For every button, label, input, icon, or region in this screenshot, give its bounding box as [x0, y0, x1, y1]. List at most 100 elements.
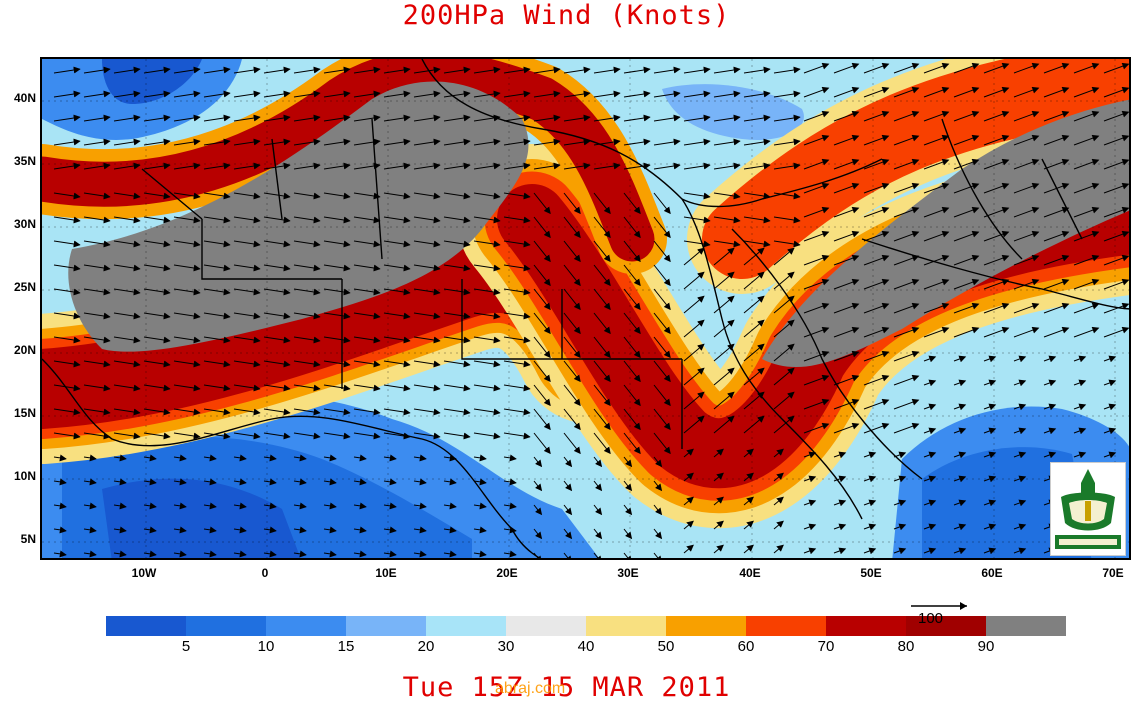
wind-vector [353, 90, 381, 98]
wind-vector [863, 326, 890, 338]
wind-vector [353, 432, 381, 440]
wind-vector [923, 134, 950, 146]
lon-label-50e: 50E [860, 566, 882, 580]
wind-vector [1013, 278, 1040, 290]
wind-vector [1103, 355, 1117, 363]
wind-vector [443, 478, 457, 486]
wind-vector [383, 288, 411, 296]
wind-vector [923, 254, 950, 266]
wind-vector [623, 504, 633, 516]
wind-vector [53, 384, 81, 392]
wind-vector [353, 288, 381, 296]
wind-vector [83, 90, 111, 98]
wind-vector [893, 475, 907, 483]
wind-vector [953, 230, 980, 242]
wind-vector [863, 254, 890, 266]
wind-vector [653, 504, 663, 516]
wind-speed-field [42, 59, 1129, 558]
color-scale-segment [906, 616, 986, 636]
wind-vector [773, 192, 801, 200]
wind-vector [743, 472, 754, 482]
wind-vector [233, 408, 261, 416]
wind-vector [563, 90, 591, 98]
color-scale-segment [666, 616, 746, 636]
wind-vector [473, 264, 501, 272]
wind-vector [503, 192, 531, 200]
wind-vector [803, 302, 830, 314]
color-scale-segment [586, 616, 666, 636]
wind-vector [623, 360, 641, 383]
wind-vector [1013, 182, 1040, 194]
wind-vector [143, 114, 171, 122]
wind-vector [563, 192, 581, 215]
wind-vector [833, 62, 860, 74]
wind-vector [833, 230, 860, 242]
wind-vector [653, 288, 671, 311]
wind-vector [773, 343, 795, 362]
wind-vector [893, 86, 920, 98]
wind-vector [323, 550, 337, 558]
wind-vector [1103, 62, 1129, 74]
wind-vector [293, 192, 321, 200]
wind-vector [383, 312, 411, 320]
wind-vector [323, 138, 351, 146]
color-scale-segment [106, 616, 186, 636]
wind-vector [953, 475, 967, 483]
wind-vector [353, 312, 381, 320]
wind-vector [653, 90, 681, 98]
wind-vector [113, 384, 141, 392]
wind-vector [893, 110, 920, 122]
wind-vector [353, 502, 367, 510]
wind-vector [713, 247, 735, 266]
wind-vector [923, 230, 950, 242]
wind-vector [383, 240, 411, 248]
wind-vector [623, 114, 651, 122]
wind-vector [293, 550, 307, 558]
wind-vector [473, 502, 487, 510]
wind-vector [383, 478, 397, 486]
wind-vector [533, 114, 561, 122]
wind-vector [503, 162, 531, 170]
wind-vector [353, 264, 381, 272]
wind-vector [143, 264, 171, 272]
wind-vector [323, 454, 337, 462]
wind-vector [713, 448, 724, 458]
wind-vector [173, 90, 201, 98]
wind-vector [563, 336, 581, 359]
wind-vector [1013, 230, 1040, 242]
wind-vector [143, 336, 171, 344]
wind-vector [83, 360, 111, 368]
wind-vector [473, 240, 501, 248]
wind-vector [443, 90, 471, 98]
wind-vector [503, 454, 517, 462]
wind-vector [53, 192, 81, 200]
wind-vector [953, 523, 967, 531]
wind-vector [263, 502, 277, 510]
lat-label-30n: 30N [13, 217, 36, 231]
wind-vector [143, 138, 171, 146]
wind-vector [773, 90, 801, 98]
wind-vector [923, 499, 937, 507]
wind-vector [893, 158, 920, 170]
wind-vector [263, 336, 291, 344]
wind-vector [83, 240, 111, 248]
wind-vector [1043, 182, 1070, 194]
wind-vector [473, 216, 501, 224]
wind-vector [713, 271, 735, 290]
wind-vector [83, 162, 111, 170]
wind-vector [833, 158, 860, 170]
wind-vector [1103, 403, 1117, 411]
wind-vector [143, 360, 171, 368]
wind-vector [1013, 427, 1027, 435]
wind-vector [203, 336, 231, 344]
wind-vector [1013, 475, 1027, 483]
wind-vector [383, 216, 411, 224]
wind-vector [743, 295, 765, 314]
wind-vector [443, 216, 471, 224]
wind-vector [383, 360, 411, 368]
wind-vector [233, 454, 247, 462]
wind-vector [353, 360, 381, 368]
wind-vector [263, 550, 277, 558]
wind-vector [893, 451, 907, 459]
wind-vector [593, 504, 603, 516]
